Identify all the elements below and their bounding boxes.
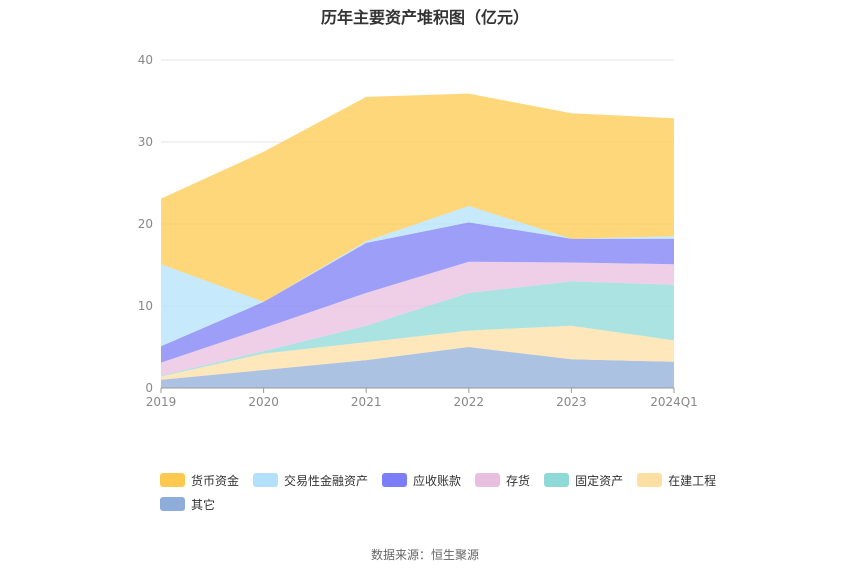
- axis-layer: 0 10 20 30 40 2019 2020 2021 2022 2023 2024Q1: [138, 53, 698, 409]
- y-tick-label: 0: [145, 381, 153, 395]
- x-tick-label: 2024Q1: [650, 395, 698, 409]
- y-tick-label: 20: [138, 217, 153, 231]
- legend-item[interactable]: 交易性金融资产: [253, 472, 368, 488]
- legend-swatch: [253, 473, 279, 487]
- legend-label: 其它: [191, 497, 216, 512]
- area-layer: [161, 93, 674, 388]
- legend-item[interactable]: 在建工程: [637, 472, 716, 488]
- x-tick-label: 2019: [146, 395, 177, 409]
- legend-swatch: [160, 473, 185, 487]
- legend-swatch: [637, 473, 663, 487]
- x-tick-label: 2020: [248, 395, 279, 409]
- y-tick-label: 40: [138, 53, 153, 67]
- chart-title: 历年主要资产堆积图（亿元）: [320, 8, 529, 27]
- x-tick-label: 2022: [454, 395, 485, 409]
- legend-item[interactable]: 其它: [160, 496, 215, 512]
- x-tick-label: 2021: [351, 395, 382, 409]
- legend-item[interactable]: 货币资金: [160, 472, 239, 488]
- legend-item[interactable]: 存货: [475, 472, 530, 488]
- area-series-存货: [161, 261, 674, 376]
- legend-swatch: [160, 497, 185, 511]
- legend-item[interactable]: 固定资产: [544, 472, 623, 488]
- x-tick-label: 2023: [556, 395, 587, 409]
- legend-label: 存货: [506, 473, 531, 488]
- area-series-其它: [161, 347, 674, 388]
- legend-label: 交易性金融资产: [284, 473, 369, 488]
- legend: 货币资金 交易性金融资产 应收账款 存货 固定资产 在建工程其它: [160, 472, 720, 512]
- legend-item[interactable]: 应收账款: [382, 472, 461, 488]
- legend-label: 固定资产: [575, 473, 624, 488]
- legend-swatch: [475, 473, 501, 487]
- y-tick-label: 30: [138, 135, 153, 149]
- area-series-应收账款: [161, 222, 674, 363]
- area-series-固定资产: [161, 281, 674, 377]
- legend-swatch: [382, 473, 408, 487]
- legend-label: 在建工程: [668, 473, 717, 488]
- y-tick-label: 10: [138, 299, 153, 313]
- area-series-在建工程: [161, 325, 674, 380]
- legend-label: 货币资金: [191, 473, 240, 488]
- data-source: 数据来源：恒生聚源: [370, 548, 479, 562]
- legend-swatch: [544, 473, 570, 487]
- legend-label: 应收账款: [413, 473, 462, 488]
- area-series-货币资金: [161, 93, 674, 302]
